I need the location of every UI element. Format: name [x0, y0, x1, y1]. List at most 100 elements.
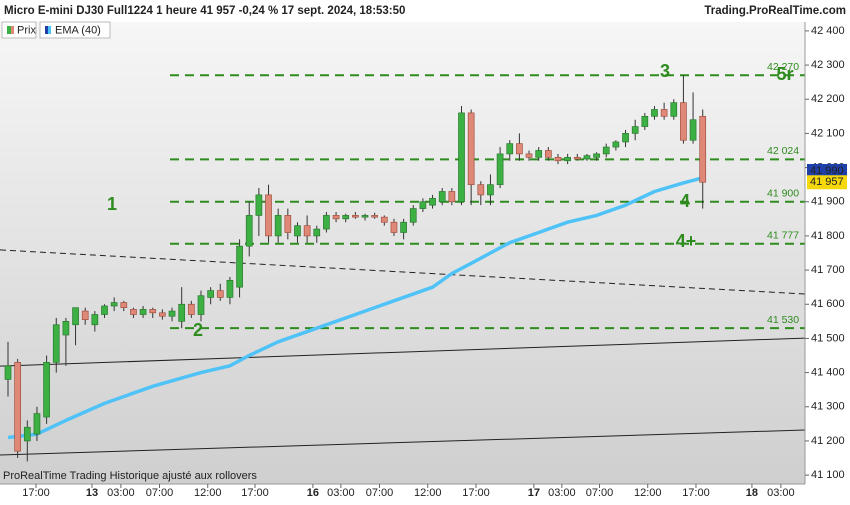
trend-line: [0, 429, 806, 456]
x-tick-label: 13: [86, 487, 98, 499]
annotation: 4: [680, 191, 690, 211]
y-tick-label: 41 100: [811, 469, 845, 481]
candle-body: [178, 303, 186, 322]
level-label: 41 900: [767, 188, 799, 200]
candle-body: [110, 302, 118, 307]
candle-body: [429, 197, 436, 206]
candle-body: [303, 225, 311, 237]
candle-body: [602, 146, 610, 155]
legend-swatch: [11, 26, 14, 34]
candle-body: [458, 112, 465, 203]
candle-body: [323, 215, 330, 230]
annotation: 2: [193, 320, 203, 340]
candle-body: [72, 307, 79, 326]
candle-body: [651, 109, 658, 117]
candle-body: [400, 221, 407, 233]
candle-body: [660, 109, 668, 117]
candle-body: [525, 153, 533, 158]
candle-body: [670, 102, 678, 117]
candle-body: [419, 201, 427, 209]
x-tick-label: 03:00: [548, 487, 576, 499]
candle-body: [544, 150, 552, 158]
candle-body: [409, 208, 417, 223]
candle-body: [467, 112, 475, 186]
candle-body: [236, 245, 243, 288]
legend-swatch: [45, 26, 48, 34]
candle-body: [390, 221, 398, 233]
y-tick-label: 41 700: [811, 264, 845, 276]
candle-body: [216, 290, 224, 298]
x-tick-label: 03:00: [767, 487, 795, 499]
candle-body: [226, 279, 234, 298]
y-tick-label: 41 200: [811, 435, 845, 447]
x-tick-label: 18: [746, 487, 758, 499]
candle-body: [255, 194, 263, 216]
annotation: 3: [660, 61, 670, 81]
candle-body: [33, 413, 41, 435]
x-tick-label: 12:00: [414, 487, 442, 499]
candle-body: [342, 215, 350, 220]
source: Trading.ProRealTime.com: [704, 5, 846, 17]
price-tag-label: 41 957: [810, 176, 844, 188]
candle-body: [612, 141, 620, 148]
candle-body: [207, 290, 214, 298]
y-tick-label: 41 600: [811, 298, 845, 310]
candle-body: [371, 215, 379, 218]
candle-body: [81, 310, 89, 320]
legend-swatch: [7, 26, 11, 34]
candle-body: [583, 155, 591, 160]
candle-body: [361, 215, 369, 218]
y-tick-label: 42 300: [811, 59, 845, 71]
candle-body: [197, 295, 205, 315]
x-tick-label: 07:00: [146, 487, 174, 499]
candle-body: [62, 320, 70, 336]
candle-body: [43, 361, 50, 418]
y-tick-label: 41 800: [811, 230, 845, 242]
level-label: 41 530: [767, 314, 799, 326]
x-tick-label: 17:00: [462, 487, 490, 499]
candle-body: [139, 309, 147, 315]
candle-body: [699, 115, 707, 183]
candle-body: [506, 143, 514, 155]
candle-body: [265, 194, 272, 237]
legend-label: EMA (40): [55, 24, 101, 36]
level-label: 42 024: [767, 145, 799, 157]
candle-body: [593, 153, 600, 158]
candle-body: [554, 156, 562, 162]
candle-body: [168, 310, 176, 317]
y-tick-label: 42 100: [811, 127, 845, 139]
x-tick-label: 03:00: [327, 487, 355, 499]
candle-body: [274, 215, 282, 237]
price-tag-label: 41 990: [810, 165, 844, 177]
legend-swatch: [48, 26, 51, 34]
candle-body: [352, 215, 359, 218]
candle-body: [332, 215, 340, 220]
candle-body: [284, 215, 292, 233]
x-tick-label: 17:00: [241, 487, 269, 499]
candle-body: [477, 184, 485, 196]
x-tick-label: 12:00: [634, 487, 662, 499]
candle-body: [689, 119, 697, 141]
candle-body: [516, 143, 523, 155]
candle-body: [487, 184, 494, 196]
ema-line: [7, 176, 704, 440]
y-axis-area: [805, 22, 850, 484]
level-label: 42 270: [767, 61, 799, 73]
candle-body: [149, 309, 157, 314]
candle-body: [23, 426, 31, 442]
y-tick-label: 41 500: [811, 332, 845, 344]
candle-body: [130, 309, 137, 315]
candle-body: [573, 156, 581, 160]
candle-body: [448, 191, 456, 203]
candle-body: [101, 305, 108, 315]
y-tick-label: 41 900: [811, 196, 845, 208]
x-tick-label: 07:00: [366, 487, 394, 499]
candle-body: [52, 324, 60, 363]
candle-body: [245, 215, 253, 247]
legend-box[interactable]: [39, 21, 111, 39]
plot-area: [0, 22, 805, 484]
legend-label: Prix: [17, 24, 36, 36]
annotation: 1: [107, 194, 117, 214]
x-tick-label: 17:00: [682, 487, 710, 499]
